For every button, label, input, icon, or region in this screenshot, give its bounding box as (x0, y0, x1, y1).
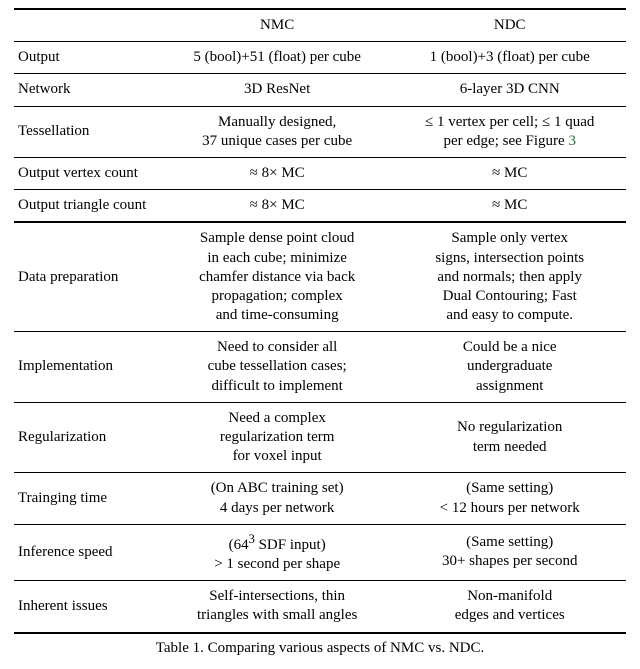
table-cell: Need a complexregularization termfor vox… (161, 402, 394, 473)
row-label: Tessellation (14, 106, 161, 157)
row-label: Output vertex count (14, 157, 161, 189)
table-row: Data preparationSample dense point cloud… (14, 222, 626, 331)
table-cell: ≤ 1 vertex per cell; ≤ 1 quadper edge; s… (393, 106, 626, 157)
table-cell: Need to consider allcube tessellation ca… (161, 332, 394, 403)
row-label: Inherent issues (14, 581, 161, 633)
table-row: Inherent issuesSelf-intersections, thint… (14, 581, 626, 633)
table-cell: 1 (bool)+3 (float) per cube (393, 42, 626, 74)
comparison-table: NMC NDC Output5 (bool)+51 (float) per cu… (14, 8, 626, 634)
row-label: Output triangle count (14, 190, 161, 223)
table-cell: No regularizationterm needed (393, 402, 626, 473)
table-cell: Sample only vertexsigns, intersection po… (393, 222, 626, 331)
table-cell: 6-layer 3D CNN (393, 74, 626, 106)
table-cell: Could be a niceundergraduateassignment (393, 332, 626, 403)
row-label: Network (14, 74, 161, 106)
table-cell: Non-manifoldedges and vertices (393, 581, 626, 633)
header-nmc: NMC (161, 9, 394, 42)
header-ndc: NDC (393, 9, 626, 42)
row-label: Data preparation (14, 222, 161, 331)
table-cell: (643 SDF input)> 1 second per shape (161, 524, 394, 580)
row-label: Regularization (14, 402, 161, 473)
table-cell: ≈ 8× MC (161, 190, 394, 223)
table-cell: (Same setting)30+ shapes per second (393, 524, 626, 580)
table-cell: ≈ MC (393, 190, 626, 223)
table-caption: Table 1. Comparing various aspects of NM… (14, 640, 626, 657)
row-label: Output (14, 42, 161, 74)
table-cell: 3D ResNet (161, 74, 394, 106)
table-cell: Self-intersections, thintriangles with s… (161, 581, 394, 633)
table-row: Output vertex count≈ 8× MC≈ MC (14, 157, 626, 189)
row-label: Inference speed (14, 524, 161, 580)
table-row: ImplementationNeed to consider allcube t… (14, 332, 626, 403)
table-cell: ≈ MC (393, 157, 626, 189)
table-row: Network3D ResNet6-layer 3D CNN (14, 74, 626, 106)
table-cell: (On ABC training set)4 days per network (161, 473, 394, 524)
table-cell: ≈ 8× MC (161, 157, 394, 189)
table-cell: (Same setting)< 12 hours per network (393, 473, 626, 524)
row-label: Trainging time (14, 473, 161, 524)
table-row: TessellationManually designed,37 unique … (14, 106, 626, 157)
table-cell: Manually designed,37 unique cases per cu… (161, 106, 394, 157)
figure-reference: 3 (568, 133, 576, 149)
table-row: RegularizationNeed a complexregularizati… (14, 402, 626, 473)
table-cell: Sample dense point cloudin each cube; mi… (161, 222, 394, 331)
row-label: Implementation (14, 332, 161, 403)
header-row: NMC NDC (14, 9, 626, 42)
table-row: Output triangle count≈ 8× MC≈ MC (14, 190, 626, 223)
header-blank (14, 9, 161, 42)
table-row: Inference speed(643 SDF input)> 1 second… (14, 524, 626, 580)
table-row: Output5 (bool)+51 (float) per cube1 (boo… (14, 42, 626, 74)
table-cell: 5 (bool)+51 (float) per cube (161, 42, 394, 74)
table-row: Trainging time(On ABC training set)4 day… (14, 473, 626, 524)
